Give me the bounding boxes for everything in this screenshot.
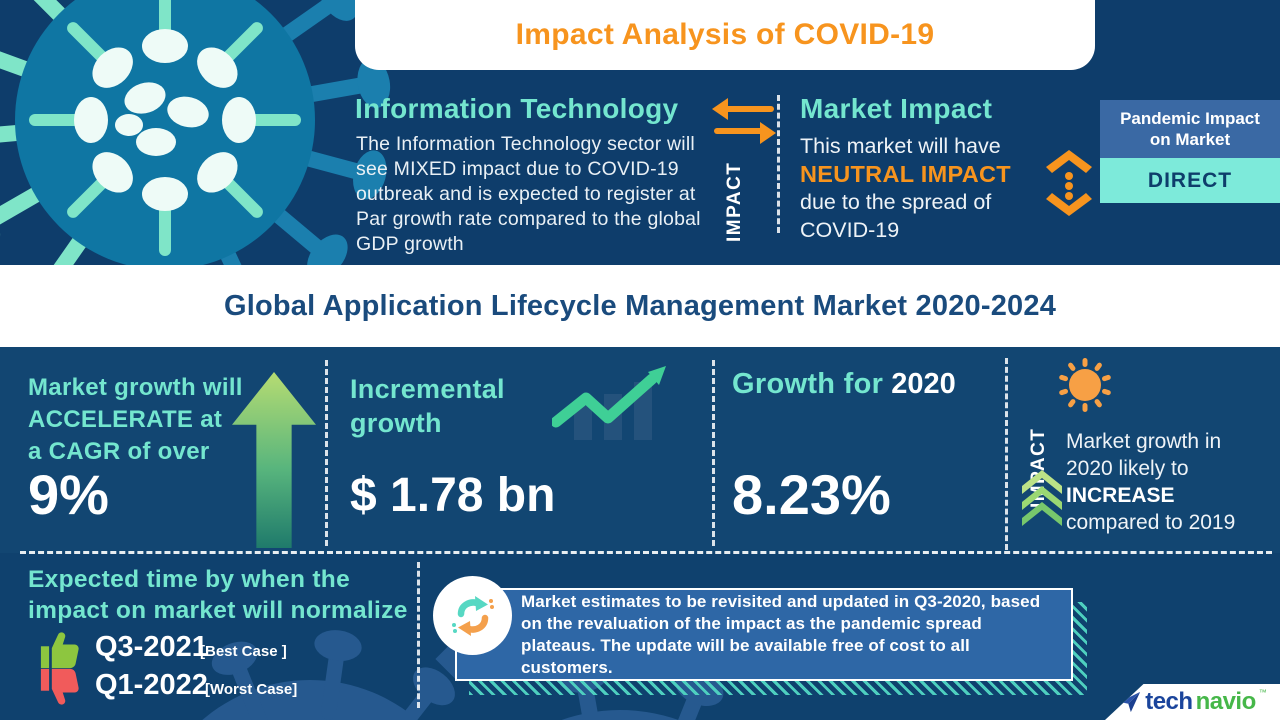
virus-icon [1059,358,1111,412]
growth-2020-year: 2020 [891,368,956,400]
note-circle [433,576,512,655]
market-impact-body: This market will have NEUTRAL IMPACT due… [800,132,1011,244]
market-impact-line1: This market will have [800,134,1001,158]
trend-line-icon [552,366,666,440]
divider-stats-1 [325,360,328,546]
pandemic-impact-box: Pandemic Impact on Market DIRECT [1100,100,1280,203]
best-case-value: Q3-2021 [95,631,208,663]
divider-mid [777,95,780,233]
impact-2020-line3: compared to 2019 [1066,511,1236,534]
divider-stats-3 [1005,358,1008,550]
brand-name-part2: navio [1195,688,1257,715]
cagr-line2: ACCELERATE at [28,406,223,433]
coronavirus-illustration [0,0,394,310]
normalize-line2: impact on market will normalize [28,597,408,624]
pandemic-impact-title: Pandemic Impact on Market [1100,100,1280,158]
cagr-heading: Market growth will ACCELERATE at a CAGR … [28,372,243,468]
market-impact-highlight: NEUTRAL IMPACT [800,161,1011,187]
divider-horizontal [20,551,1272,554]
swap-arrows-icon [712,98,776,144]
banner-title: Impact Analysis of COVID-19 [515,18,935,51]
thumbs-up-icon [40,632,79,669]
brand-tm: ™ [1258,688,1267,697]
worst-case-label: [Worst Case] [205,681,298,698]
worst-case-value: Q1-2022 [95,669,208,701]
note-box: Market estimates to be revisited and upd… [455,588,1073,681]
cagr-value: 9% [28,463,109,526]
growth-2020-value: 8.23% [732,463,891,526]
thumbs-down-icon [40,668,79,705]
incremental-value: $ 1.78 bn [350,469,556,522]
banner-pill: Impact Analysis of COVID-19 [355,0,1095,70]
market-impact-heading: Market Impact [800,93,993,124]
sector-heading: Information Technology [355,93,679,124]
normalize-line1: Expected time by when the [28,566,350,593]
main-title: Global Application Lifecycle Management … [223,289,1057,322]
sector-body: The Information Technology sector will s… [356,133,701,255]
market-impact-line2: due to the spread of [800,190,992,214]
growth-2020-prefix: Growth for [732,368,884,400]
refresh-icon [451,595,494,636]
impact-label-mid: IMPACT [724,161,745,242]
incremental-line1: Incremental [350,374,505,404]
divider-bottom [417,562,420,708]
impact-2020-highlight: INCREASE [1066,484,1175,507]
main-title-band: Global Application Lifecycle Management … [0,265,1280,347]
cagr-line3: a CAGR of over [28,438,210,465]
incremental-heading: Incremental growth [350,372,505,440]
brand-name-part1: tech [1145,688,1193,715]
divider-stats-2 [712,360,715,546]
normalize-heading: Expected time by when the impact on mark… [28,564,408,626]
impact-2020-text: Market growth in 2020 likely to INCREASE… [1066,428,1235,536]
growth-2020-heading: Growth for 2020 [732,368,956,401]
stats-band [0,347,1280,553]
note-text: Market estimates to be revisited and upd… [521,591,1041,677]
pandemic-impact-value: DIRECT [1100,158,1280,203]
best-case-label: [Best Case ] [200,643,287,660]
market-impact-line3: COVID-19 [800,218,900,242]
triple-chevron-up-icon [1022,470,1062,526]
impact-2020-line1: Market growth in [1066,430,1222,453]
impact-2020-line2: 2020 likely to [1066,457,1189,480]
incremental-line2: growth [350,408,442,438]
volatility-arrows-icon [1046,150,1092,216]
cagr-line1: Market growth will [28,374,243,401]
